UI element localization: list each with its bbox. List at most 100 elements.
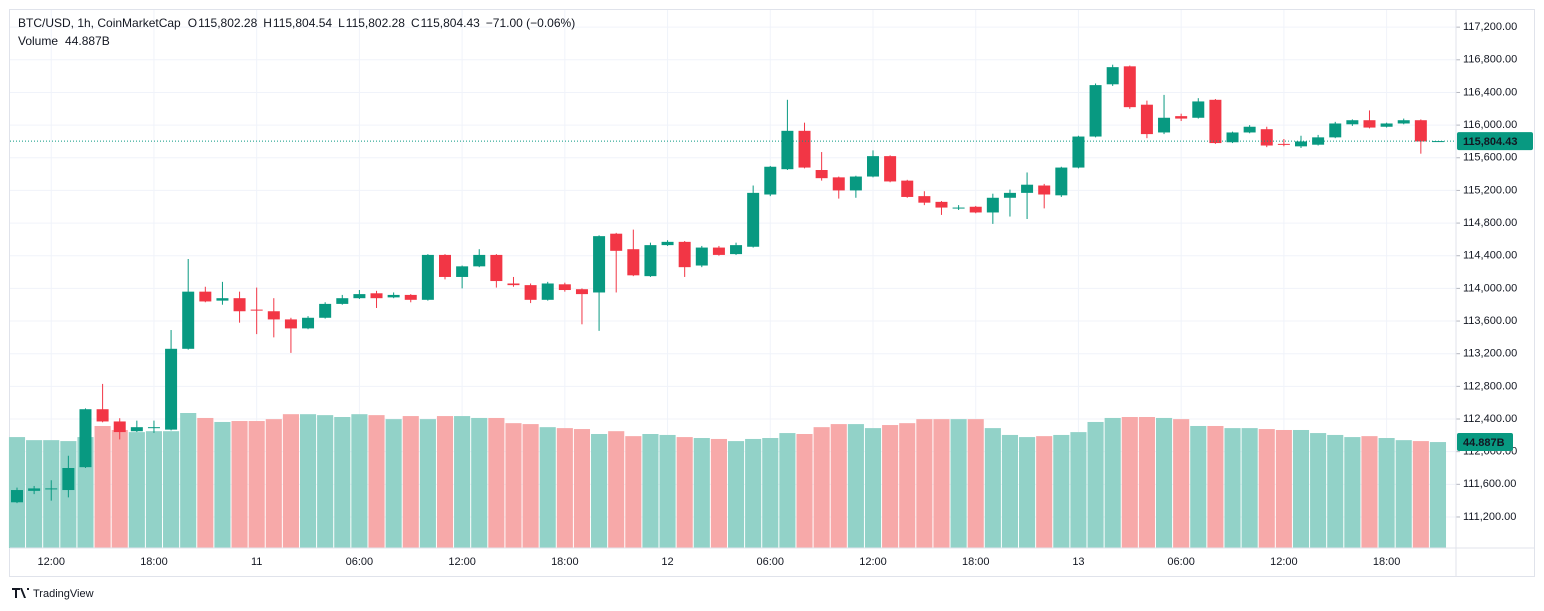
candle-body: [319, 303, 332, 318]
volume-bar: [659, 434, 676, 548]
candle-body: [832, 177, 845, 191]
volume-bar: [1378, 438, 1395, 548]
x-tick-label: 12:00: [859, 556, 887, 568]
volume-bar: [1395, 440, 1412, 548]
candle-body: [1397, 120, 1410, 124]
volume-bar: [94, 425, 111, 548]
volume-bar: [436, 416, 454, 548]
volume-bar: [1310, 433, 1327, 548]
volume-bar: [779, 433, 796, 548]
volume-bar: [1138, 417, 1155, 548]
volume-bar: [197, 417, 214, 548]
candle-body: [28, 488, 41, 491]
candle-body: [1329, 123, 1342, 138]
volume-bar: [625, 436, 642, 548]
volume-bar: [864, 428, 882, 548]
candle-body: [1158, 117, 1171, 133]
y-tick-label: 114,400.00: [1463, 250, 1517, 262]
last-price-label: 115,804.43: [1463, 136, 1517, 148]
volume-bar: [1429, 442, 1447, 548]
candle-body: [507, 283, 520, 286]
candle-body: [627, 249, 640, 276]
ohlc-label: L: [338, 16, 345, 30]
volume-bar: [1155, 417, 1173, 548]
candle-body: [421, 254, 434, 300]
candle-body: [353, 294, 366, 299]
candle-body: [1003, 192, 1016, 198]
candle-body: [165, 348, 178, 430]
volume-bar: [351, 414, 368, 548]
y-tick-label: 116,000.00: [1463, 119, 1517, 131]
y-tick-label: 112,400.00: [1463, 413, 1517, 425]
last-price-tag: [1457, 132, 1533, 151]
candle-body: [661, 241, 674, 246]
candle-body: [302, 317, 315, 329]
volume-bar: [505, 423, 522, 548]
candle-body: [1414, 120, 1427, 142]
x-tick-label: 06:00: [757, 556, 785, 568]
candle-body: [96, 409, 109, 422]
volume-bar: [676, 437, 693, 548]
volume-bar: [573, 429, 591, 548]
volume-bar: [385, 419, 402, 548]
ohlc-value: 115,802.28: [346, 16, 405, 30]
volume-bar: [317, 415, 334, 548]
candle-body: [678, 241, 691, 268]
volume-bar: [488, 417, 505, 548]
ohlc-value: 115,802.28: [198, 16, 257, 30]
volume-bar: [1275, 429, 1292, 548]
volume-bar: [591, 434, 608, 548]
candle-body: [404, 294, 417, 300]
candle-body: [541, 283, 554, 300]
volume-bar: [1190, 425, 1207, 548]
volume-value: 44.887B: [65, 34, 110, 48]
ohlc-label: O: [188, 16, 197, 30]
volume-bar: [1121, 417, 1138, 548]
y-tick-label: 117,200.00: [1463, 21, 1517, 33]
volume-bar: [334, 417, 351, 548]
candle-body: [45, 488, 58, 490]
x-tick-label: 11: [251, 556, 262, 568]
x-tick-label: 18:00: [1373, 556, 1401, 568]
volume-bar: [1224, 428, 1241, 548]
volume-bar: [419, 419, 436, 548]
volume-bar: [608, 431, 625, 548]
candle-body: [575, 289, 588, 295]
volume-bar: [180, 413, 197, 548]
volume-bar: [967, 419, 984, 548]
candle-body: [113, 421, 126, 433]
volume-bar: [830, 424, 847, 548]
volume-bar: [265, 419, 282, 548]
candle-body: [1089, 85, 1102, 137]
candle-body: [1175, 116, 1188, 119]
volume-bar: [882, 425, 899, 548]
volume-bar: [163, 431, 180, 548]
volume-bar: [1104, 417, 1121, 548]
chart-title: BTC/USD, 1h, CoinMarketCap: [18, 16, 181, 30]
candle-body: [267, 311, 280, 320]
volume-bar: [522, 424, 539, 548]
volume-bar: [762, 438, 779, 548]
candle-body: [781, 130, 794, 170]
candle-body: [370, 293, 383, 299]
volume-bar: [693, 438, 710, 548]
ohlc-label: H: [263, 16, 272, 30]
candle-body: [250, 309, 263, 311]
candle-body: [610, 233, 623, 251]
volume-bar: [368, 415, 385, 548]
volume-bar: [1070, 432, 1087, 548]
candle-body: [952, 207, 965, 209]
candle-body: [1192, 101, 1205, 118]
volume-bar: [1036, 436, 1053, 548]
candle-body: [216, 298, 229, 301]
candle-body: [558, 284, 571, 291]
candle-body: [1055, 167, 1068, 196]
volume-bar: [710, 438, 727, 548]
volume-bar: [299, 414, 317, 548]
x-tick-label: 18:00: [962, 556, 990, 568]
candle-body: [695, 247, 708, 266]
candle-body: [867, 156, 879, 177]
candle-body: [1209, 99, 1222, 144]
candle-body: [798, 130, 811, 168]
